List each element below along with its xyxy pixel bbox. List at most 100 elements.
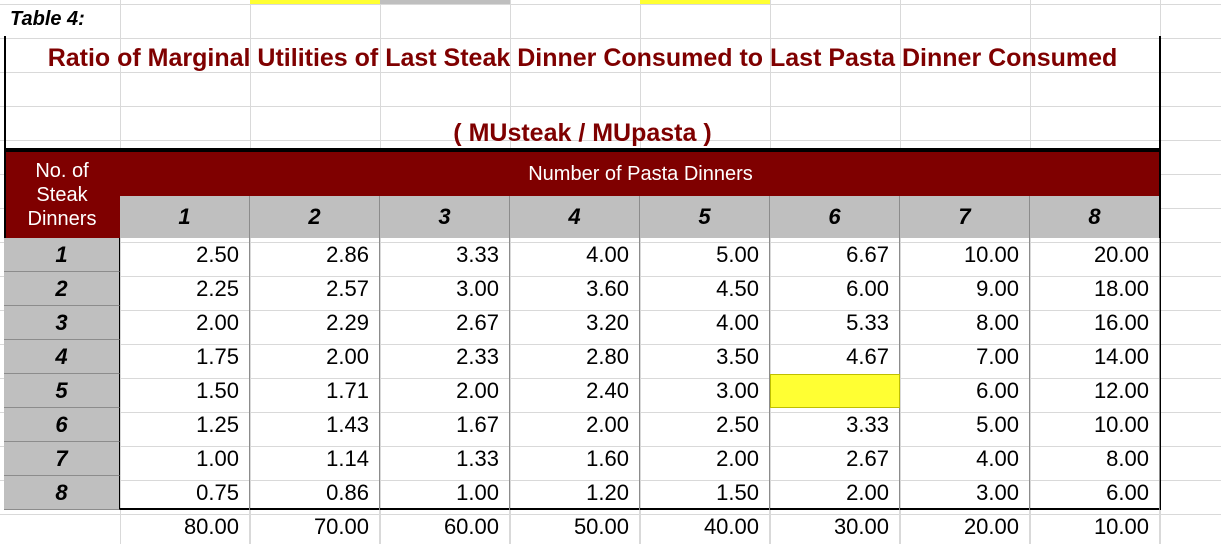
table-cell: 2.29 — [250, 306, 380, 340]
table-title: Ratio of Marginal Utilities of Last Stea… — [47, 44, 1118, 72]
table-row: 6 1.25 1.43 1.67 2.00 2.50 3.33 5.00 10.00 — [4, 408, 1161, 442]
table-cell: 0.75 — [120, 476, 250, 510]
table-cell: 20.00 — [1030, 238, 1160, 272]
table-cell: 4.00 — [510, 238, 640, 272]
steak-header-line: No. of — [35, 160, 89, 182]
table-cell: 2.67 — [770, 442, 900, 476]
table-row: 5 1.50 1.71 2.00 2.40 3.00 6.00 12.00 — [4, 374, 1161, 408]
table-cell: 1.67 — [380, 408, 510, 442]
table-cell: 2.67 — [380, 306, 510, 340]
table-cell: 3.00 — [380, 272, 510, 306]
table-cell: 1.75 — [120, 340, 250, 374]
row-header: 8 — [4, 476, 120, 510]
column-header: 8 — [1030, 196, 1160, 238]
row-header: 5 — [4, 374, 120, 408]
table-cell: 3.20 — [510, 306, 640, 340]
table-cell: 10.00 — [1030, 408, 1160, 442]
table-cell: 8.00 — [1030, 442, 1160, 476]
partial-highlight-cell — [250, 0, 380, 4]
table-cell: 3.33 — [770, 408, 900, 442]
table-cell: 0.86 — [250, 476, 380, 510]
steak-dinners-header: No. of Steak Dinners — [4, 152, 120, 238]
row-header: 7 — [4, 442, 120, 476]
partial-highlight-cell — [640, 0, 770, 4]
table-row: 2 2.25 2.57 3.00 3.60 4.50 6.00 9.00 18.00 — [4, 272, 1161, 306]
row-header: 1 — [4, 238, 120, 272]
footer-cell: 30.00 — [770, 510, 900, 544]
table-cell: 2.00 — [640, 442, 770, 476]
table-cell: 14.00 — [1030, 340, 1160, 374]
footer-cell: 20.00 — [900, 510, 1030, 544]
table-cell: 2.00 — [510, 408, 640, 442]
table-cell: 1.00 — [380, 476, 510, 510]
partial-gray-cell — [380, 0, 510, 4]
footer-cell: 60.00 — [380, 510, 510, 544]
table-cell: 6.00 — [770, 272, 900, 306]
footer-cell: 80.00 — [120, 510, 250, 544]
table-cell: 4.00 — [900, 442, 1030, 476]
highlighted-cell[interactable] — [770, 374, 900, 408]
steak-header-line: Dinners — [27, 208, 97, 230]
table-cell: 3.00 — [900, 476, 1030, 510]
table-cell: 5.33 — [770, 306, 900, 340]
table-cell: 1.00 — [120, 442, 250, 476]
footer-cell: 50.00 — [510, 510, 640, 544]
table-cell: 1.25 — [120, 408, 250, 442]
table-cell: 3.33 — [380, 238, 510, 272]
table-row: 4 1.75 2.00 2.33 2.80 3.50 4.67 7.00 14.00 — [4, 340, 1161, 374]
table-cell: 1.50 — [640, 476, 770, 510]
table-row: 7 1.00 1.14 1.33 1.60 2.00 2.67 4.00 8.00 — [4, 442, 1161, 476]
table-cell: 1.43 — [250, 408, 380, 442]
row-header: 3 — [4, 306, 120, 340]
table-cell: 5.00 — [640, 238, 770, 272]
column-header: 5 — [640, 196, 770, 238]
table-cell: 1.50 — [120, 374, 250, 408]
table-cell: 2.25 — [120, 272, 250, 306]
column-header: 1 — [120, 196, 250, 238]
column-header: 4 — [510, 196, 640, 238]
table-cell: 6.00 — [1030, 476, 1160, 510]
table-cell: 2.80 — [510, 340, 640, 374]
table-cell: 2.00 — [770, 476, 900, 510]
table-cell: 4.67 — [770, 340, 900, 374]
table-cell: 2.00 — [120, 306, 250, 340]
table-cell: 18.00 — [1030, 272, 1160, 306]
table-cell: 10.00 — [900, 238, 1030, 272]
table-cell: 2.00 — [380, 374, 510, 408]
row-header: 2 — [4, 272, 120, 306]
table-cell: 8.00 — [900, 306, 1030, 340]
table-cell: 2.50 — [120, 238, 250, 272]
table-cell: 1.71 — [250, 374, 380, 408]
table-cell: 1.60 — [510, 442, 640, 476]
table-cell: 2.33 — [380, 340, 510, 374]
row-header: 4 — [4, 340, 120, 374]
column-header: 2 — [250, 196, 380, 238]
table-cell: 5.00 — [900, 408, 1030, 442]
table-cell: 2.86 — [250, 238, 380, 272]
table-cell: 3.50 — [640, 340, 770, 374]
column-header: 7 — [900, 196, 1030, 238]
table-cell: 3.00 — [640, 374, 770, 408]
steak-header-line: Steak — [36, 184, 88, 206]
footer-cell: 10.00 — [1030, 510, 1160, 544]
table-row: 3 2.00 2.29 2.67 3.20 4.00 5.33 8.00 16.00 — [4, 306, 1161, 340]
table-cell: 2.40 — [510, 374, 640, 408]
table-cell: 1.14 — [250, 442, 380, 476]
table-cell: 3.60 — [510, 272, 640, 306]
table-label: Table 4: — [10, 8, 85, 30]
table-cell: 1.20 — [510, 476, 640, 510]
table-cell: 9.00 — [900, 272, 1030, 306]
footer-row: 80.00 70.00 60.00 50.00 40.00 30.00 20.00 10.00 — [120, 510, 1161, 544]
table-cell: 6.00 — [900, 374, 1030, 408]
pasta-dinners-header: Number of Pasta Dinners — [120, 152, 1161, 196]
table-cell: 6.67 — [770, 238, 900, 272]
top-partial-row — [0, 0, 1221, 4]
table-cell: 2.00 — [250, 340, 380, 374]
table-row: 1 2.50 2.86 3.33 4.00 5.00 6.67 10.00 20.00 — [4, 238, 1161, 272]
table-cell: 16.00 — [1030, 306, 1160, 340]
footer-cell: 70.00 — [250, 510, 380, 544]
table-row: 8 0.75 0.86 1.00 1.20 1.50 2.00 3.00 6.00 — [4, 476, 1161, 510]
table-cell: 2.50 — [640, 408, 770, 442]
